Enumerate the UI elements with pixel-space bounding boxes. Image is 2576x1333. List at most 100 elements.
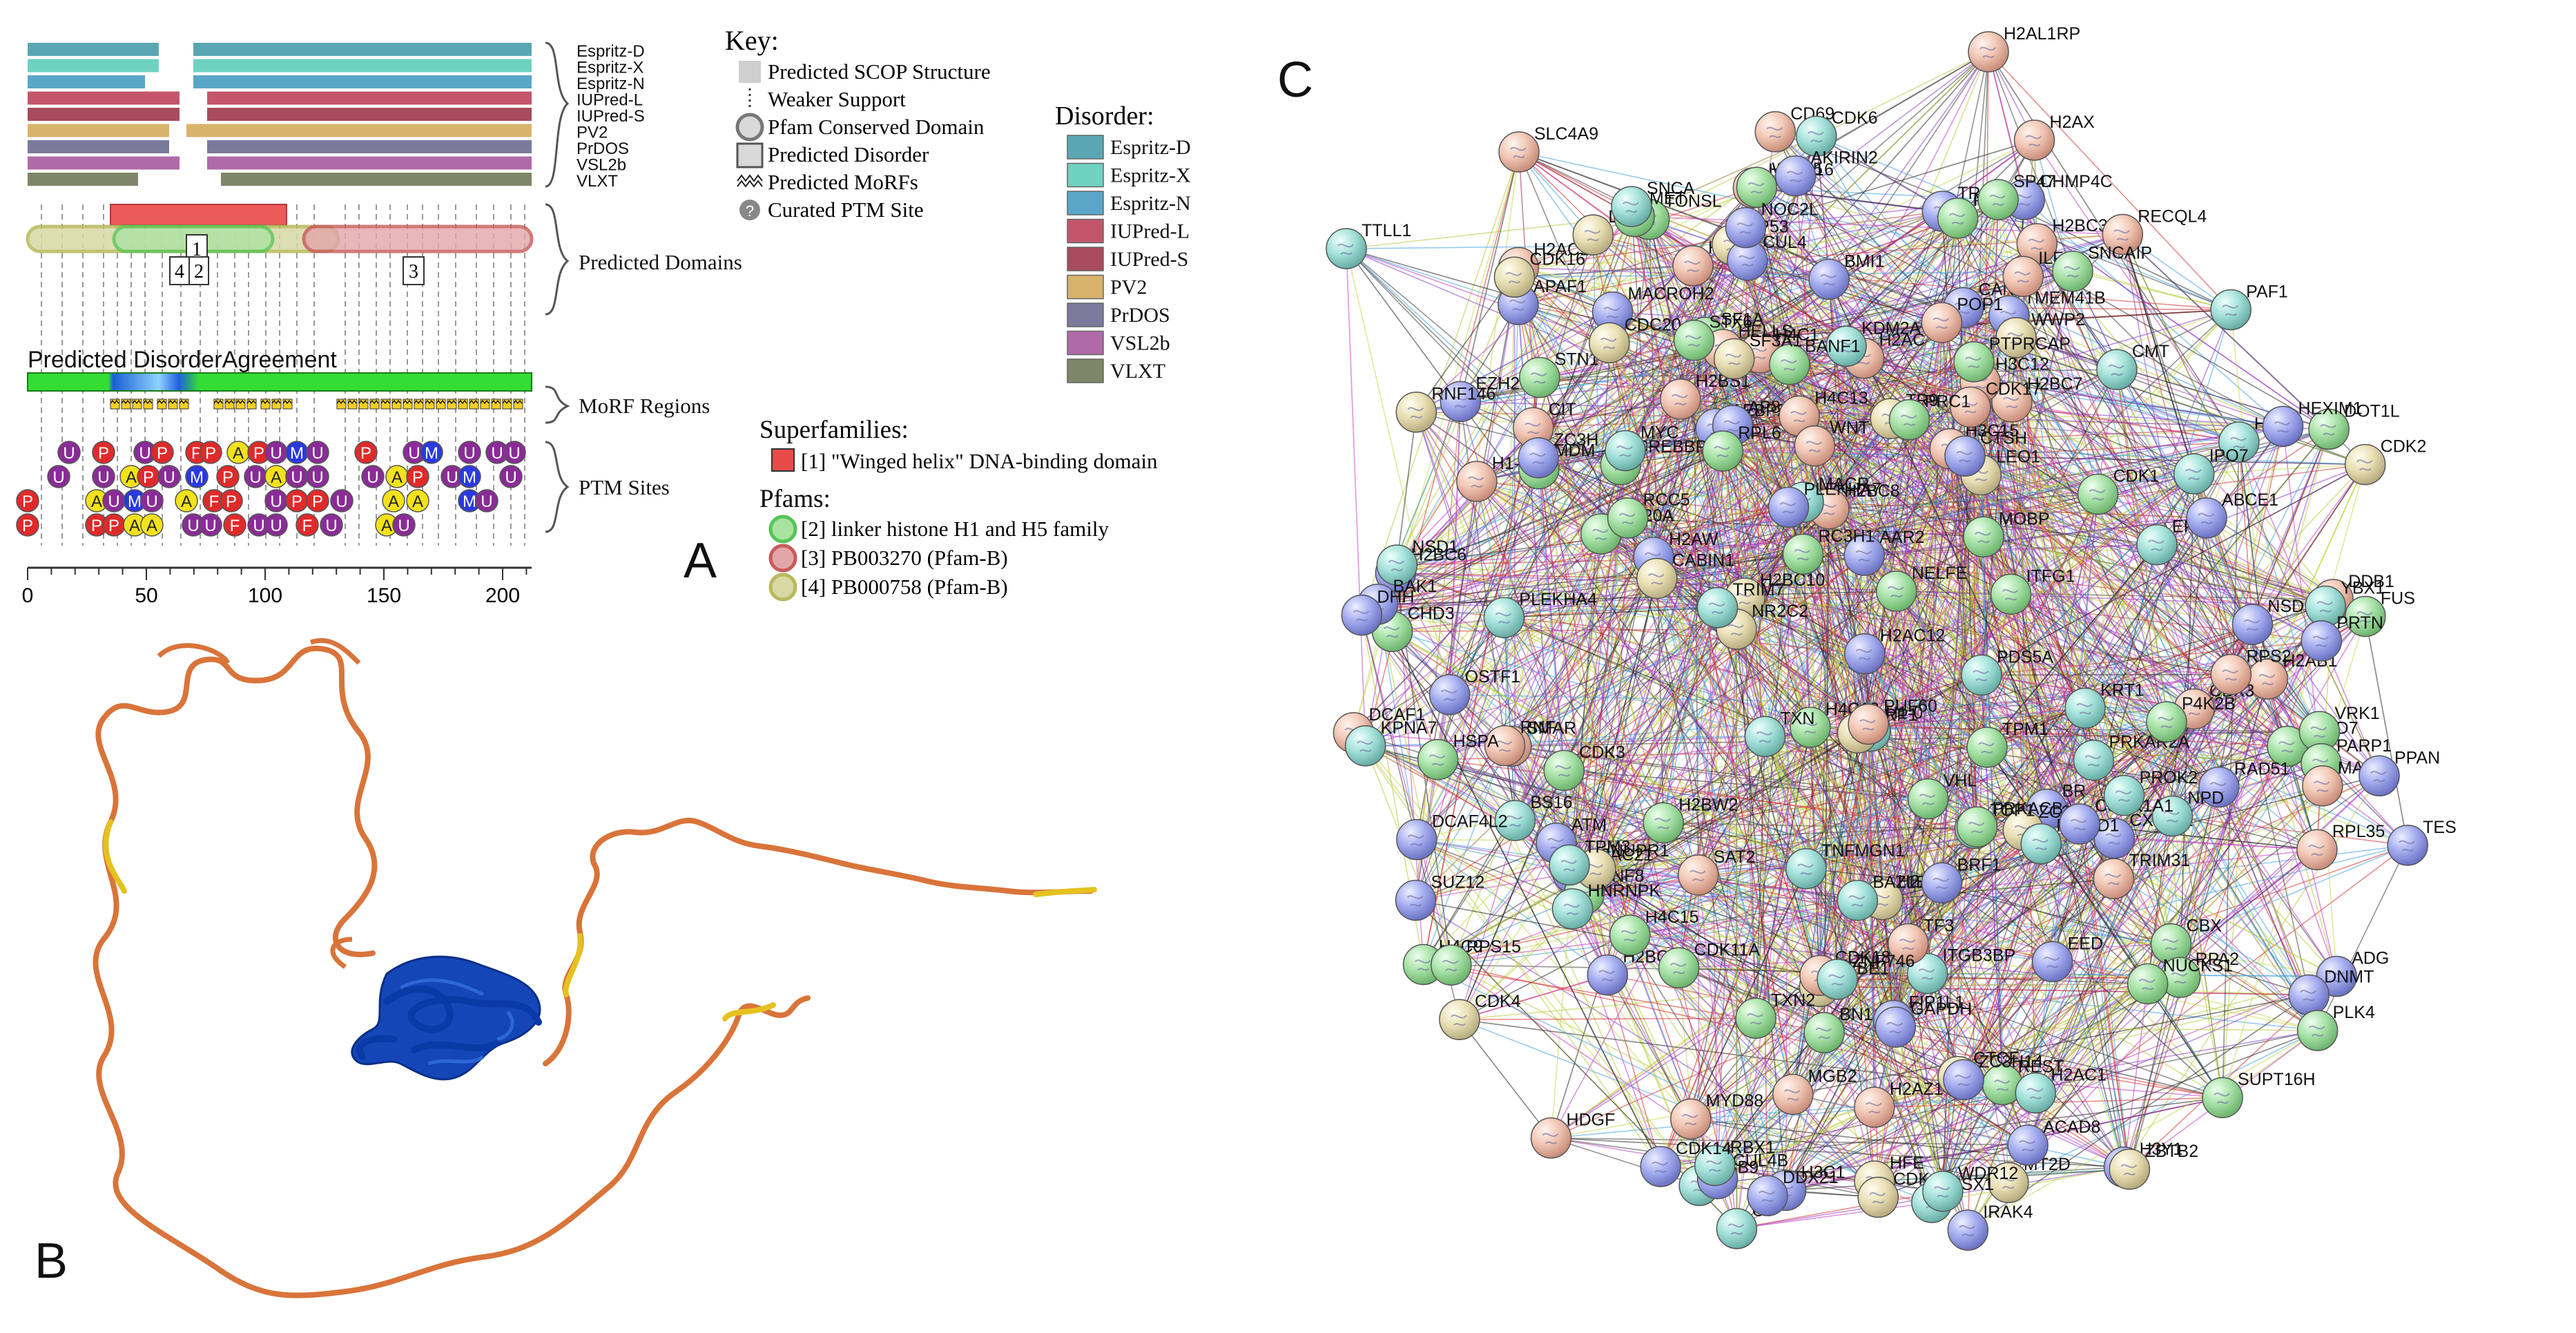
disorder-legend-item: VLXT: [1110, 360, 1165, 383]
ptm-site-label: F: [302, 517, 313, 535]
pfam-domain-3: [304, 227, 532, 251]
network-node-label: FUS: [2381, 589, 2415, 608]
pfam-item: [4] PB000758 (Pfam-B): [801, 575, 1008, 599]
network-node-label: WWP2: [2031, 310, 2085, 329]
ptm-site: F: [224, 514, 246, 536]
axis-tick-label: 50: [135, 584, 157, 607]
ptm-site-label: A: [381, 517, 392, 535]
network-node-label: H2AC1: [2051, 1066, 2107, 1085]
key-item: Curated PTM Site: [768, 198, 924, 222]
ptm-site: P: [17, 490, 39, 512]
predictor-bar-segment: [193, 59, 532, 73]
ptm-site-label: F: [230, 517, 240, 535]
ptm-site: A: [141, 514, 163, 536]
predictor-bar-segment: [28, 92, 180, 105]
axis-tick-label: 100: [248, 584, 282, 607]
predicted-domains-label: Predicted Domains: [579, 250, 742, 274]
ptm-site-label: U: [204, 517, 216, 535]
ptm-site-label: U: [446, 468, 458, 487]
predictor-label: VLXT: [577, 172, 618, 191]
network-node-label: HDGF: [1567, 1111, 1616, 1130]
ptm-site: A: [175, 490, 197, 512]
ptm-site-label: M: [128, 492, 142, 511]
predictor-bracket: [545, 43, 568, 186]
disorder-agreement-bar: [28, 373, 532, 391]
ptm-site: P: [151, 441, 173, 463]
ptm-site: U: [93, 466, 115, 488]
network-node-label: CDK4: [1475, 992, 1521, 1011]
disorder-swatch: [1067, 191, 1103, 215]
network-node-label: ATM: [1571, 816, 1607, 835]
network-node[interactable]: TES: [2388, 818, 2457, 865]
network-node[interactable]: H2AX: [2015, 113, 2095, 160]
ptm-site: M: [186, 466, 208, 488]
ptm-site-label: P: [143, 468, 154, 487]
network-node-label: SLC4A9: [1534, 124, 1598, 144]
network-node-label: MACROH2: [1628, 285, 1714, 304]
domain-legend: Superfamilies: [1] "Winged helix" DNA-bi…: [759, 416, 1158, 600]
network-node-label: NELFE: [1912, 564, 1968, 583]
network-node-label: MYC: [1640, 423, 1679, 442]
disorder-swatch: [1067, 359, 1103, 383]
key-item: Predicted MoRFs: [768, 170, 918, 194]
disorder-legend-item: Espritz-D: [1110, 136, 1191, 159]
network-node[interactable]: TTLL1: [1326, 221, 1411, 269]
ptm-site-label: A: [391, 468, 403, 487]
ptm-site: P: [137, 466, 159, 488]
scop-structure-icon: [739, 61, 761, 83]
disorder-swatch: [1067, 247, 1103, 271]
network-node-label: CDK6: [1832, 108, 1878, 128]
ptm-site-label: A: [181, 492, 192, 511]
ptm-site-label: A: [91, 492, 102, 511]
ptm-site-label: A: [233, 444, 244, 463]
ptm-site: P: [355, 441, 377, 463]
pfam-swatch: [771, 546, 795, 570]
panel-label-c: C: [1277, 52, 1313, 108]
network-node-label: IPO7: [2209, 446, 2249, 466]
network-node-label: DDX21: [1783, 1168, 1839, 1187]
network-node-label: CDK17: [1986, 379, 2042, 399]
predicted-disorder-icon: [737, 144, 762, 167]
network-node-label: KRT1: [2100, 680, 2144, 700]
network-node[interactable]: CDK4: [1440, 992, 1521, 1039]
pfam-domain-icon: [737, 115, 762, 140]
network-node-label: ABCE1: [2222, 490, 2278, 510]
network-node-label: TF3: [1924, 916, 1954, 935]
predictor-bar-segment: [28, 140, 169, 153]
network-node-label: PTPRCAP: [1989, 334, 2071, 354]
ptm-site: U: [158, 466, 180, 488]
predictor-bar-segment: [28, 43, 159, 56]
ptm-site-label: P: [291, 492, 302, 511]
ptm-site: A: [227, 441, 249, 463]
network-node-label: BN1: [1839, 1005, 1873, 1024]
network-node-label: RC3H1: [1818, 526, 1875, 546]
network-node-label: KDM2A: [1861, 318, 1921, 338]
superfamily-swatch: [772, 449, 794, 471]
ptm-site: U: [476, 490, 498, 512]
network-node[interactable]: H2AL1RP: [1968, 24, 2080, 72]
disorder-legend-title: Disorder:: [1055, 102, 1154, 131]
network-node-label: RCC5: [1643, 490, 1690, 510]
network-node[interactable]: SLC4A9: [1499, 124, 1598, 172]
key-item: Weaker Support: [768, 87, 906, 111]
ptm-site-label: U: [311, 468, 323, 487]
panel-label-a: A: [684, 533, 717, 588]
panel-c-interaction-network: H2AL1RPSLC4A9TTLL1AEBP2H2AC19H3Y2H3Y1H2A…: [1277, 24, 2457, 1250]
network-node-label: NR2C2: [1752, 602, 1808, 621]
network-node-label: OSTF1: [1465, 667, 1521, 687]
network-node-label: MYD88: [1706, 1091, 1763, 1111]
network-node-label: PUF60: [1883, 697, 1937, 716]
morf-region: [157, 399, 188, 409]
network-node[interactable]: CDK2: [2345, 437, 2427, 485]
network-node[interactable]: PAF1: [2211, 282, 2288, 329]
ptm-site-label: M: [190, 468, 204, 487]
disorder-legend: Disorder: Espritz-DEspritz-XEspritz-NIUP…: [1055, 102, 1191, 383]
network-node-label: TRIM31: [2129, 851, 2190, 870]
network-node-label: SUPT16H: [2238, 1070, 2316, 1089]
network-node-label: CDK1: [2113, 467, 2160, 486]
network-node-label: DCAF4L2: [1432, 812, 1508, 832]
network-node-label: PRKACB: [1993, 799, 2064, 818]
morf-markers: [110, 399, 523, 409]
ptm-site-label: P: [108, 517, 119, 535]
